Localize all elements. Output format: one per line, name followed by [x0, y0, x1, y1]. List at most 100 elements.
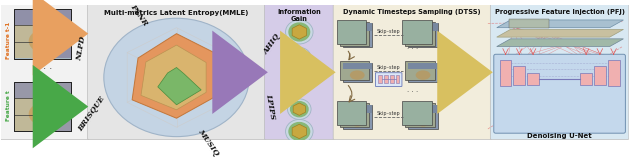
Polygon shape [497, 39, 623, 47]
Text: Denoising U-Net: Denoising U-Net [527, 133, 592, 139]
Circle shape [287, 47, 311, 68]
Circle shape [285, 119, 313, 143]
Text: Multi-metrics Latent Entropy(MMLE): Multi-metrics Latent Entropy(MMLE) [104, 10, 249, 16]
FancyBboxPatch shape [333, 4, 492, 140]
Bar [15, 25, 43, 58]
Polygon shape [497, 20, 623, 28]
Circle shape [288, 122, 310, 141]
FancyBboxPatch shape [264, 4, 334, 140]
Text: Skip–step: Skip–step [377, 65, 401, 70]
Text: · · ·: · · · [36, 64, 52, 74]
Text: LPIPS: LPIPS [264, 93, 276, 120]
Bar [340, 103, 369, 127]
Bar [340, 22, 369, 46]
Polygon shape [294, 80, 305, 92]
Circle shape [288, 22, 310, 42]
Circle shape [285, 20, 313, 44]
Bar [342, 23, 372, 31]
Bar [608, 60, 620, 86]
Bar [43, 98, 72, 131]
Polygon shape [141, 45, 206, 110]
Bar [405, 22, 435, 46]
Text: · · ·: · · · [406, 89, 418, 95]
Bar [509, 19, 548, 28]
Ellipse shape [350, 70, 365, 80]
FancyBboxPatch shape [376, 73, 402, 86]
Bar [527, 73, 539, 85]
Bar [15, 82, 72, 131]
Bar [405, 61, 435, 80]
Text: Skip–step: Skip–step [377, 111, 401, 116]
Bar [15, 9, 72, 25]
Bar [15, 98, 43, 131]
Ellipse shape [35, 89, 51, 103]
Text: NLPD: NLPD [75, 35, 87, 61]
Bar [500, 60, 511, 86]
Bar [342, 63, 372, 82]
Bar [408, 23, 438, 47]
Bar [384, 75, 388, 83]
Bar [342, 23, 372, 47]
Ellipse shape [35, 16, 51, 30]
Polygon shape [292, 124, 307, 139]
Circle shape [291, 79, 308, 94]
Text: · · ·: · · · [406, 46, 418, 52]
Polygon shape [293, 52, 305, 64]
Text: Dynamic Timesteps Sampling (DTSS): Dynamic Timesteps Sampling (DTSS) [344, 9, 481, 15]
Bar [396, 75, 399, 83]
Polygon shape [292, 25, 307, 39]
Bar [340, 61, 369, 80]
Polygon shape [293, 103, 305, 115]
Bar [378, 75, 382, 83]
Polygon shape [497, 29, 623, 37]
Polygon shape [158, 67, 201, 105]
Bar [337, 101, 366, 125]
Bar [580, 73, 592, 85]
FancyBboxPatch shape [494, 54, 625, 133]
Polygon shape [132, 34, 220, 118]
Bar [513, 66, 525, 85]
Bar [403, 101, 432, 125]
Text: Information
Gain: Information Gain [277, 9, 321, 22]
Ellipse shape [29, 103, 57, 125]
Bar [408, 105, 438, 129]
Text: Progressive Feature Injection (PFJ): Progressive Feature Injection (PFJ) [495, 9, 625, 15]
Circle shape [289, 77, 310, 95]
Ellipse shape [29, 30, 57, 52]
Text: Skip–step: Skip–step [377, 29, 401, 34]
Bar [408, 105, 438, 113]
Bar [15, 9, 72, 59]
Ellipse shape [350, 33, 365, 45]
Circle shape [287, 99, 311, 119]
Bar [15, 82, 72, 131]
Ellipse shape [416, 115, 431, 127]
Text: MUSIQ: MUSIQ [196, 128, 220, 158]
Ellipse shape [104, 18, 249, 137]
Bar [15, 82, 72, 98]
Bar [337, 20, 366, 44]
FancyBboxPatch shape [490, 4, 629, 140]
Circle shape [290, 101, 308, 117]
Circle shape [290, 49, 308, 66]
Text: Feature t-1: Feature t-1 [6, 22, 11, 59]
Bar [403, 20, 432, 44]
FancyBboxPatch shape [88, 4, 266, 140]
Text: Feature t: Feature t [6, 90, 11, 121]
Text: BRISQUE: BRISQUE [77, 94, 107, 133]
Bar [390, 75, 394, 83]
FancyBboxPatch shape [0, 4, 88, 140]
Bar [43, 25, 72, 58]
Text: · · ·: · · · [296, 67, 302, 79]
Text: AHIQ: AHIQ [262, 32, 282, 56]
Ellipse shape [416, 33, 431, 45]
Text: PSNR: PSNR [129, 2, 149, 27]
Ellipse shape [350, 115, 365, 127]
Bar [342, 63, 372, 69]
Bar [405, 103, 435, 127]
Bar [408, 63, 438, 69]
Bar [594, 66, 605, 85]
Bar [342, 105, 372, 129]
Bar [408, 23, 438, 31]
Bar [342, 105, 372, 113]
Bar [15, 9, 72, 59]
